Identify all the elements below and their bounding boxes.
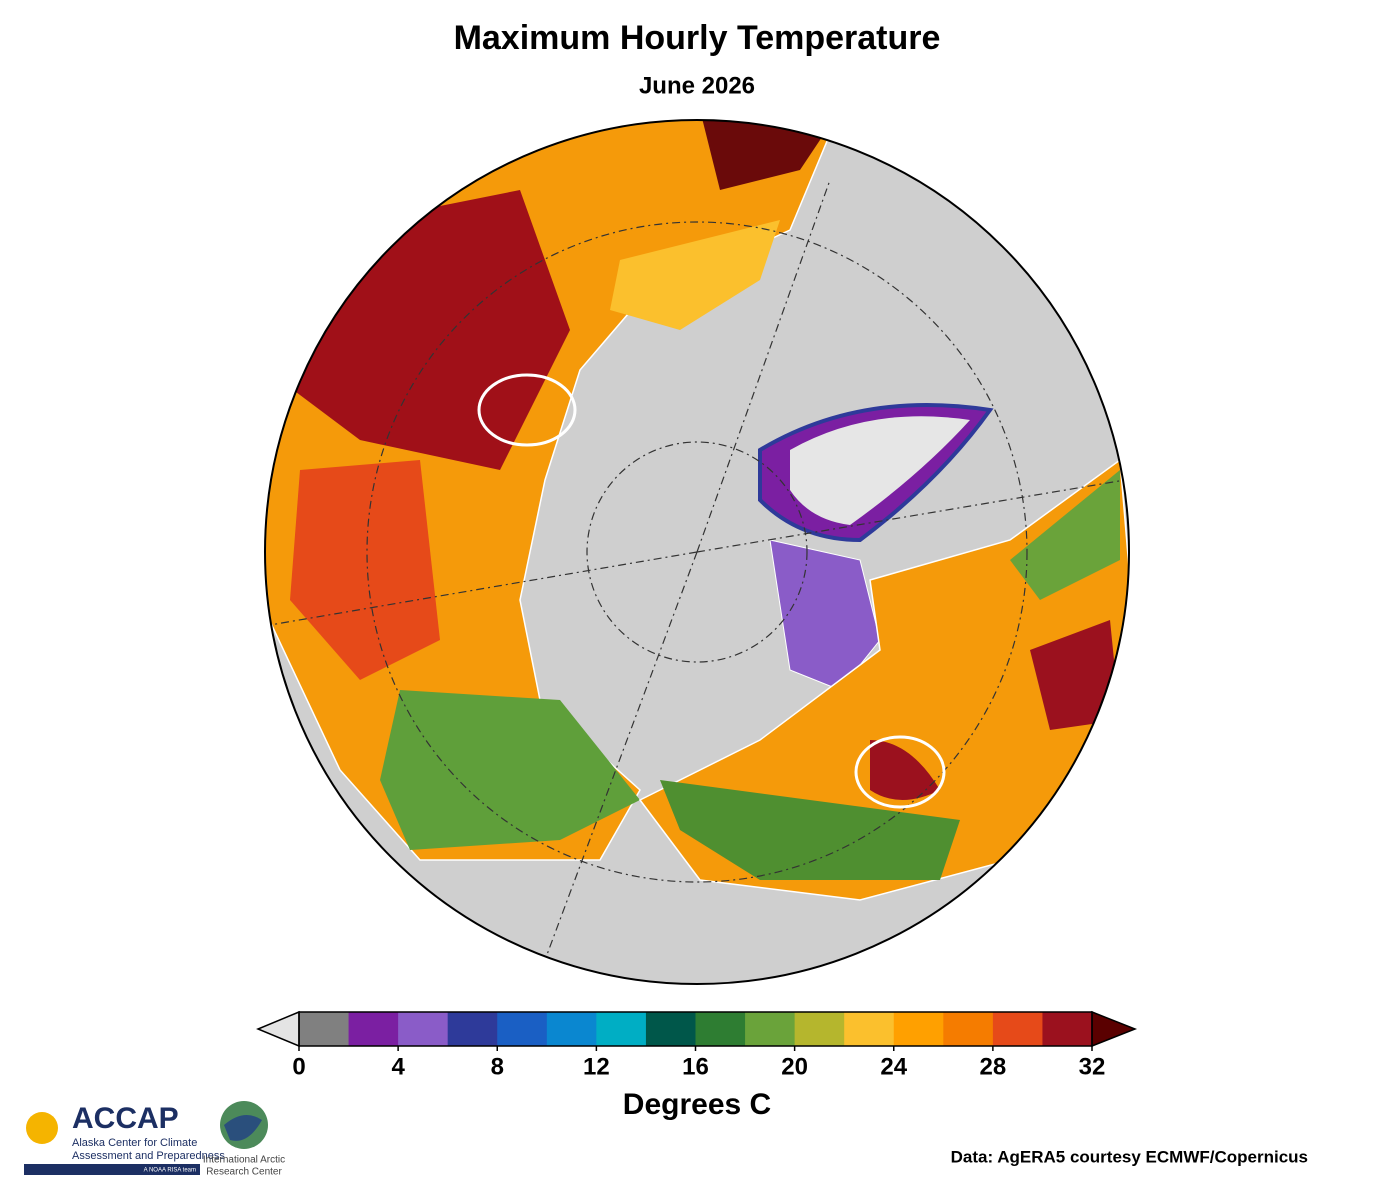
color-bin bbox=[1042, 1012, 1093, 1046]
color-bin bbox=[844, 1012, 895, 1046]
colorbar: 0 4 8 12 16 20 24 28 32 bbox=[256, 1010, 1138, 1080]
color-bin bbox=[398, 1012, 449, 1046]
color-bin bbox=[645, 1012, 696, 1046]
tick-label: 20 bbox=[781, 1053, 808, 1080]
logo-name: ACCAP bbox=[72, 1102, 179, 1135]
tick-label: 32 bbox=[1079, 1053, 1106, 1080]
color-bin bbox=[497, 1012, 548, 1046]
green-region bbox=[1010, 470, 1120, 600]
hot-region bbox=[870, 740, 940, 800]
map-border bbox=[264, 119, 1130, 985]
globe-icon bbox=[224, 1115, 262, 1141]
sun-icon bbox=[26, 1112, 58, 1144]
highlight-ellipse bbox=[854, 735, 946, 809]
color-bin bbox=[348, 1012, 399, 1046]
credit: Data: AgERA5 courtesy ECMWF/Copernicus bbox=[951, 1147, 1308, 1166]
color-bin bbox=[893, 1012, 944, 1046]
tick-label: 24 bbox=[880, 1053, 907, 1080]
color-bin bbox=[695, 1012, 746, 1046]
logo-text: International Arctic bbox=[203, 1155, 285, 1166]
logo-band bbox=[24, 1164, 200, 1175]
graticule bbox=[269, 179, 1126, 961]
greenland-ice bbox=[790, 416, 970, 525]
tick-label: 4 bbox=[391, 1053, 405, 1080]
logo-tagline: A NOAA RISA team bbox=[144, 1168, 196, 1174]
color-bin bbox=[596, 1012, 647, 1046]
highlight-ellipse bbox=[477, 373, 577, 447]
accap-logo: ACCAP Alaska Center for Climate Assessme… bbox=[24, 1102, 225, 1175]
color-bin bbox=[794, 1012, 845, 1046]
logo-text: Research Center bbox=[206, 1167, 282, 1178]
tick-label: 0 bbox=[292, 1053, 305, 1080]
under-arrow bbox=[256, 1010, 300, 1048]
warm-region bbox=[290, 460, 440, 680]
color-bin bbox=[546, 1012, 597, 1046]
color-bin bbox=[447, 1012, 498, 1046]
hot-region bbox=[1030, 620, 1120, 730]
yellow-region bbox=[610, 220, 780, 330]
over-arrow bbox=[1091, 1010, 1138, 1048]
color-bin bbox=[992, 1012, 1043, 1046]
colorbar-label: Degrees C bbox=[623, 1088, 771, 1121]
subtitle: June 2026 bbox=[639, 72, 755, 99]
color-bin bbox=[943, 1012, 994, 1046]
green-region bbox=[380, 690, 640, 850]
tick-label: 12 bbox=[583, 1053, 610, 1080]
green-region bbox=[660, 780, 960, 880]
iarc-logo: International Arctic Research Center bbox=[203, 1101, 285, 1178]
logo-text: Assessment and Preparedness bbox=[72, 1150, 225, 1162]
tick-label: 16 bbox=[682, 1053, 709, 1080]
map bbox=[265, 120, 1129, 984]
logo-text: Alaska Center for Climate bbox=[72, 1137, 197, 1149]
title: Maximum Hourly Temperature bbox=[454, 19, 941, 57]
color-bin bbox=[745, 1012, 796, 1046]
tick-label: 28 bbox=[980, 1053, 1007, 1080]
color-bin bbox=[299, 1012, 350, 1046]
tick-label: 8 bbox=[491, 1053, 504, 1080]
